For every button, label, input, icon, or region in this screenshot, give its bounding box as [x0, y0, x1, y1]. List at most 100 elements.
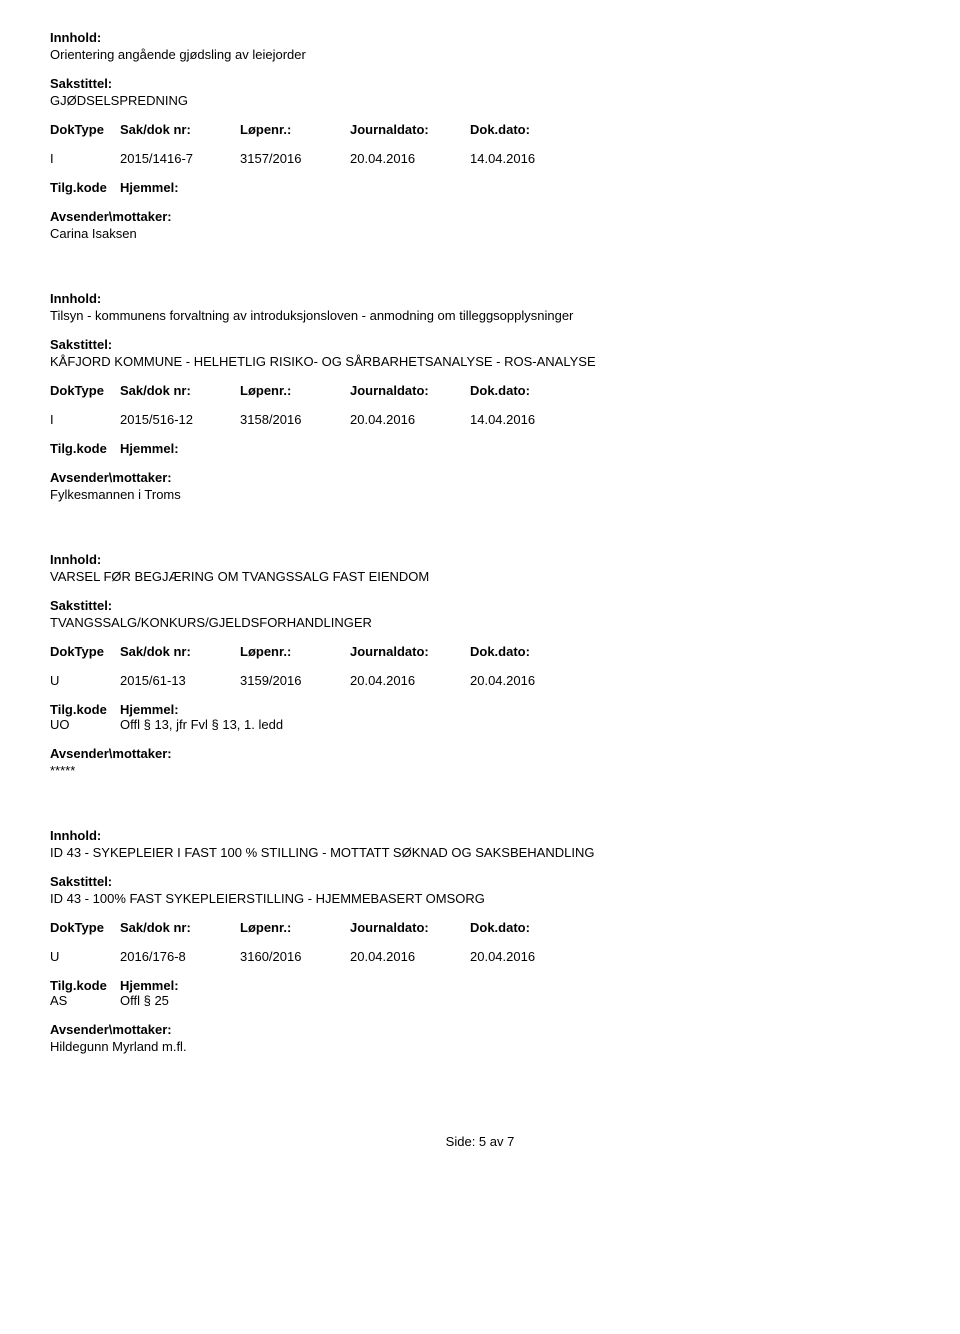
sakstittel-label: Sakstittel: [50, 598, 910, 613]
innhold-label: Innhold: [50, 552, 910, 567]
table-row: I 2015/516-12 3158/2016 20.04.2016 14.04… [50, 412, 910, 427]
tilgkode-label: Tilg.kode [50, 441, 107, 456]
sakstittel-value: GJØDSELSPREDNING [50, 93, 910, 108]
avsender-label: Avsender\mottaker: [50, 470, 910, 485]
table-row: U 2015/61-13 3159/2016 20.04.2016 20.04.… [50, 673, 910, 688]
avsender-label: Avsender\mottaker: [50, 209, 910, 224]
lopenr-value: 3160/2016 [240, 949, 350, 964]
tilg-row: Tilg.kode Hjemmel: [50, 441, 910, 456]
sakstittel-value: TVANGSSALG/KONKURS/GJELDSFORHANDLINGER [50, 615, 910, 630]
sakstittel-label: Sakstittel: [50, 76, 910, 91]
doktype-value: I [50, 151, 120, 166]
journal-entry: Innhold: Tilsyn - kommunens forvaltning … [50, 291, 910, 502]
tilgkode-label: Tilg.kode [50, 978, 120, 993]
lopenr-header: Løpenr.: [240, 920, 350, 935]
dokdato-header: Dok.dato: [470, 920, 590, 935]
journaldato-header: Journaldato: [350, 122, 470, 137]
hjemmel-cell: Hjemmel: [120, 180, 179, 195]
hjemmel-label: Hjemmel: [120, 180, 179, 195]
tilgkode-value: Tilg.kode [50, 441, 120, 456]
tilg-row: Tilg.kode Hjemmel: [50, 180, 910, 195]
lopenr-header: Løpenr.: [240, 383, 350, 398]
table-header: DokType Sak/dok nr: Løpenr.: Journaldato… [50, 644, 910, 659]
sakstittel-label: Sakstittel: [50, 874, 910, 889]
avsender-value: Fylkesmannen i Troms [50, 487, 910, 502]
avsender-value: ***** [50, 763, 910, 778]
journaldato-header: Journaldato: [350, 644, 470, 659]
entries-container: Innhold: Orientering angående gjødsling … [50, 30, 910, 1054]
sakdoknr-header: Sak/dok nr: [120, 644, 240, 659]
innhold-label: Innhold: [50, 291, 910, 306]
dokdato-header: Dok.dato: [470, 122, 590, 137]
table-row: I 2015/1416-7 3157/2016 20.04.2016 14.04… [50, 151, 910, 166]
avsender-value: Carina Isaksen [50, 226, 910, 241]
lopenr-value: 3159/2016 [240, 673, 350, 688]
doktype-header: DokType [50, 644, 120, 659]
doktype-header: DokType [50, 383, 120, 398]
hjemmel-cell: Hjemmel: Offl § 13, jfr Fvl § 13, 1. led… [120, 702, 283, 732]
hjemmel-value: Offl § 25 [120, 993, 179, 1008]
journaldato-value: 20.04.2016 [350, 949, 470, 964]
innhold-label: Innhold: [50, 828, 910, 843]
table-header: DokType Sak/dok nr: Løpenr.: Journaldato… [50, 383, 910, 398]
journaldato-value: 20.04.2016 [350, 412, 470, 427]
lopenr-value: 3157/2016 [240, 151, 350, 166]
dokdato-value: 20.04.2016 [470, 949, 590, 964]
innhold-value: ID 43 - SYKEPLEIER I FAST 100 % STILLING… [50, 845, 910, 860]
tilg-row: Tilg.kode AS Hjemmel: Offl § 25 [50, 978, 910, 1008]
tilgkode-cell: Tilg.kode UO [50, 702, 120, 732]
table-header: DokType Sak/dok nr: Løpenr.: Journaldato… [50, 122, 910, 137]
innhold-label: Innhold: [50, 30, 910, 45]
avsender-value: Hildegunn Myrland m.fl. [50, 1039, 910, 1054]
hjemmel-cell: Hjemmel: [120, 441, 179, 456]
tilgkode-cell: Tilg.kode AS [50, 978, 120, 1008]
doktype-value: U [50, 673, 120, 688]
tilgkode-value: AS [50, 993, 120, 1008]
journal-entry: Innhold: Orientering angående gjødsling … [50, 30, 910, 241]
doktype-value: I [50, 412, 120, 427]
tilgkode-value: Tilg.kode [50, 180, 120, 195]
dokdato-value: 20.04.2016 [470, 673, 590, 688]
tilgkode-label: Tilg.kode [50, 180, 107, 195]
sakdoknr-value: 2015/61-13 [120, 673, 240, 688]
lopenr-header: Løpenr.: [240, 122, 350, 137]
sakdoknr-header: Sak/dok nr: [120, 920, 240, 935]
innhold-value: VARSEL FØR BEGJÆRING OM TVANGSSALG FAST … [50, 569, 910, 584]
sakstittel-label: Sakstittel: [50, 337, 910, 352]
lopenr-header: Løpenr.: [240, 644, 350, 659]
dokdato-header: Dok.dato: [470, 383, 590, 398]
journaldato-value: 20.04.2016 [350, 673, 470, 688]
sakdoknr-value: 2015/516-12 [120, 412, 240, 427]
avsender-label: Avsender\mottaker: [50, 1022, 910, 1037]
sakdoknr-value: 2015/1416-7 [120, 151, 240, 166]
sakstittel-value: KÅFJORD KOMMUNE - HELHETLIG RISIKO- OG S… [50, 354, 910, 369]
journaldato-header: Journaldato: [350, 920, 470, 935]
hjemmel-label: Hjemmel: [120, 441, 179, 456]
avsender-label: Avsender\mottaker: [50, 746, 910, 761]
doktype-value: U [50, 949, 120, 964]
tilgkode-value: UO [50, 717, 120, 732]
dokdato-header: Dok.dato: [470, 644, 590, 659]
sakdoknr-header: Sak/dok nr: [120, 122, 240, 137]
innhold-value: Orientering angående gjødsling av leiejo… [50, 47, 910, 62]
hjemmel-value: Offl § 13, jfr Fvl § 13, 1. ledd [120, 717, 283, 732]
lopenr-value: 3158/2016 [240, 412, 350, 427]
hjemmel-label: Hjemmel: [120, 702, 283, 717]
hjemmel-cell: Hjemmel: Offl § 25 [120, 978, 179, 1008]
sakdoknr-header: Sak/dok nr: [120, 383, 240, 398]
dokdato-value: 14.04.2016 [470, 412, 590, 427]
dokdato-value: 14.04.2016 [470, 151, 590, 166]
tilgkode-label: Tilg.kode [50, 702, 120, 717]
hjemmel-label: Hjemmel: [120, 978, 179, 993]
table-header: DokType Sak/dok nr: Løpenr.: Journaldato… [50, 920, 910, 935]
journal-entry: Innhold: ID 43 - SYKEPLEIER I FAST 100 %… [50, 828, 910, 1054]
journaldato-header: Journaldato: [350, 383, 470, 398]
table-row: U 2016/176-8 3160/2016 20.04.2016 20.04.… [50, 949, 910, 964]
innhold-value: Tilsyn - kommunens forvaltning av introd… [50, 308, 910, 323]
journaldato-value: 20.04.2016 [350, 151, 470, 166]
journal-entry: Innhold: VARSEL FØR BEGJÆRING OM TVANGSS… [50, 552, 910, 778]
sakstittel-value: ID 43 - 100% FAST SYKEPLEIERSTILLING - H… [50, 891, 910, 906]
doktype-header: DokType [50, 920, 120, 935]
doktype-header: DokType [50, 122, 120, 137]
page-footer: Side: 5 av 7 [50, 1134, 910, 1149]
